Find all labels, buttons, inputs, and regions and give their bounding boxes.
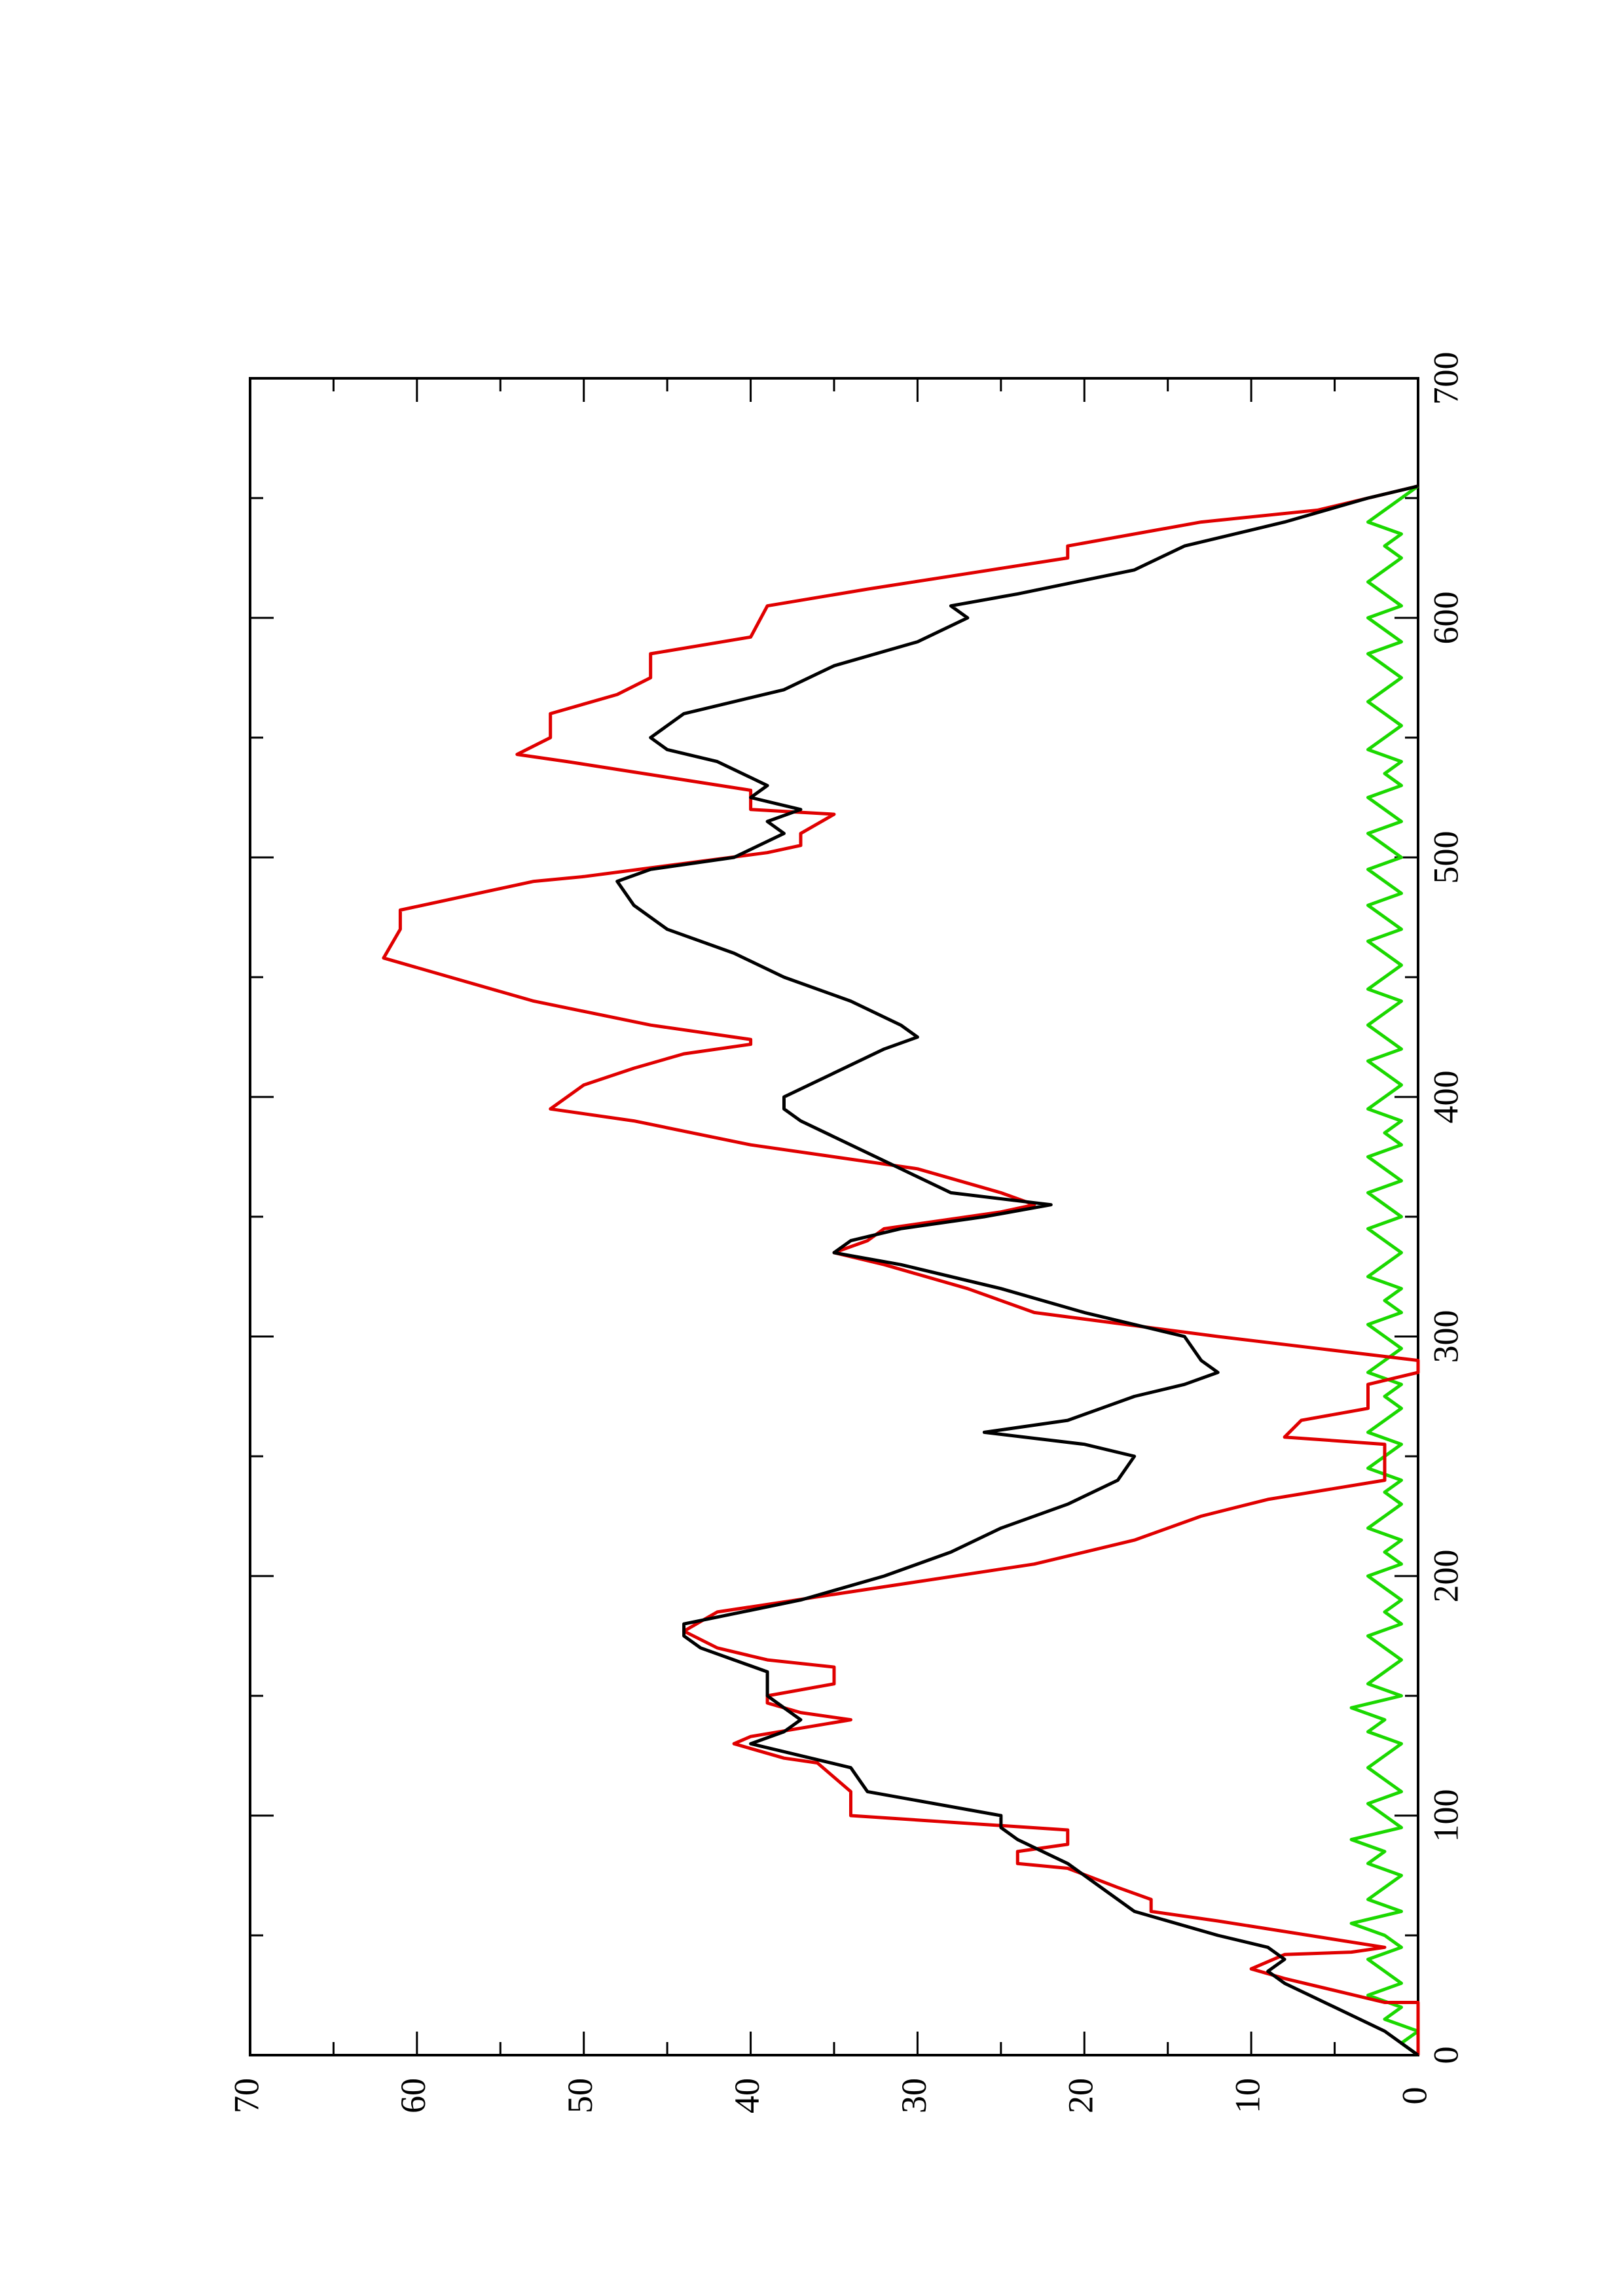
- x-tick-label: 700: [1426, 352, 1465, 405]
- series-line-2: [1349, 484, 1420, 2057]
- x-tick-label: 500: [1426, 831, 1465, 884]
- x-tick-label: 200: [1426, 1550, 1465, 1603]
- x-tick-label: 600: [1426, 592, 1465, 645]
- y-tick-label: 60: [393, 2078, 433, 2113]
- x-tick-label: 400: [1426, 1071, 1465, 1124]
- series-line-0: [615, 484, 1419, 2057]
- y-tick-label: 20: [1061, 2078, 1101, 2113]
- plot-frame: [249, 377, 1419, 2056]
- axis-tick-labels: 0 100 200 300 400 500 600 700 0 10 20 30 40 50 60 70: [227, 352, 1465, 2114]
- y-tick-label: 50: [560, 2078, 600, 2113]
- y-tick-label: 70: [227, 2078, 266, 2113]
- y-tick-label: 10: [1228, 2078, 1267, 2113]
- axis-ticks: [249, 377, 1419, 2056]
- x-tick-label: 300: [1426, 1310, 1465, 1363]
- x-tick-label: 100: [1426, 1789, 1465, 1842]
- series-line-1: [382, 484, 1420, 2055]
- y-tick-label: 40: [727, 2078, 767, 2113]
- x-tick-label: 0: [1426, 2047, 1465, 2064]
- y-tick-label: 30: [894, 2078, 934, 2113]
- series-group: [382, 484, 1420, 2057]
- y-tick-label: 0: [1395, 2087, 1434, 2105]
